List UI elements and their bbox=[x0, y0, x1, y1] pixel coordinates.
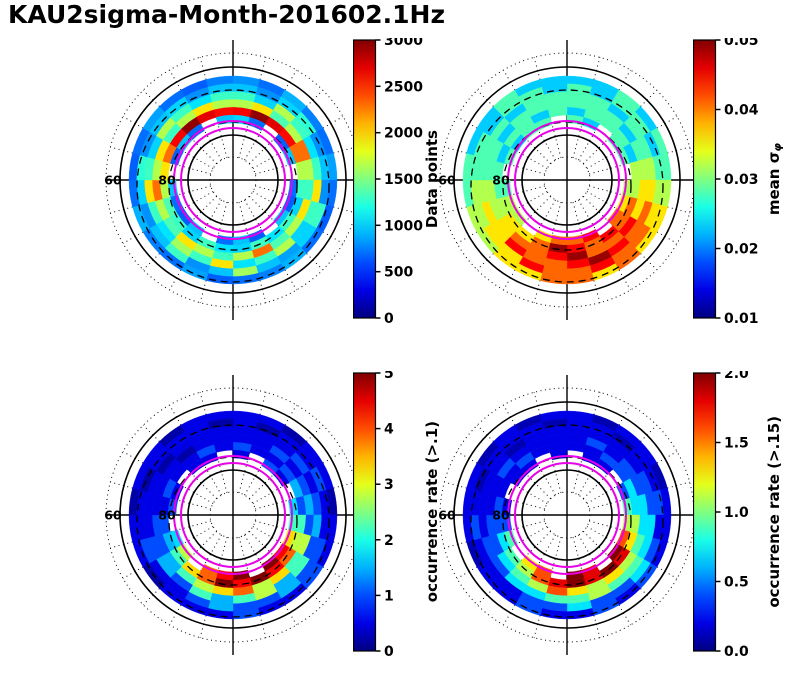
dashed-contour-oval bbox=[470, 424, 664, 618]
colorbar-tick-label: 0.01 bbox=[724, 311, 759, 324]
colorbar-tick-label: 4 bbox=[384, 422, 394, 438]
dashed-contour-oval bbox=[136, 89, 330, 283]
solid-lat-circle bbox=[453, 66, 681, 294]
solid-lat-circle bbox=[119, 66, 347, 294]
magenta-model-oval bbox=[514, 127, 620, 233]
colorbar-occurrence-rate-15: 0.0 0.5 1.0 1.5 2.0 bbox=[692, 366, 768, 660]
colorbar-tick-label: 500 bbox=[384, 265, 413, 281]
heatmap-cell bbox=[261, 555, 280, 572]
heatmap-cell bbox=[273, 208, 290, 227]
solid-lat-circle bbox=[187, 134, 279, 226]
colorbar-mean-sigma: 0.01 0.02 0.03 0.04 0.05 bbox=[692, 33, 768, 327]
colorbar-tick-label: 3000 bbox=[384, 38, 423, 49]
colorbar-tick-label: 1.0 bbox=[724, 505, 749, 521]
dotted-lat-circle bbox=[209, 491, 257, 539]
colorbar-tick-label: 0 bbox=[384, 644, 394, 657]
colorbar-gradient bbox=[352, 372, 377, 652]
colorbar-tick-label: 1 bbox=[384, 588, 394, 604]
colorbar-gradient bbox=[352, 39, 377, 319]
dotted-lat-circle bbox=[543, 156, 591, 204]
colorbar-tick-label: 0.03 bbox=[724, 172, 759, 188]
heatmap-cell bbox=[595, 458, 614, 475]
colorbar-axis-label: mean σφ bbox=[764, 142, 784, 216]
colorbar-tick-label: 5 bbox=[384, 371, 394, 382]
magenta-model-oval bbox=[180, 462, 286, 568]
colorbar-gradient bbox=[692, 372, 717, 652]
magenta-model-oval bbox=[180, 127, 286, 233]
colorbar-tick-label: 2000 bbox=[384, 126, 423, 142]
lat-tick-label-60: 60 bbox=[438, 173, 456, 188]
heatmap-cell bbox=[520, 555, 539, 572]
heatmap-cells bbox=[128, 75, 338, 285]
magenta-model-oval bbox=[514, 462, 620, 568]
colorbar-axis-label: occurrence rate (>.15) bbox=[765, 416, 783, 608]
heatmap-cell bbox=[607, 208, 624, 227]
dotted-lat-circle bbox=[209, 156, 257, 204]
lat-tick-label-60: 60 bbox=[438, 508, 456, 523]
colorbar-tick-label: 0.5 bbox=[724, 575, 749, 591]
polar-plot-occurrence-rate-15: 60 80 bbox=[422, 370, 712, 660]
lat-tick-label-80: 80 bbox=[492, 508, 510, 523]
colorbar-axis-label: Data points bbox=[423, 129, 441, 229]
lat-tick-label-60: 60 bbox=[104, 173, 122, 188]
colorbar-tick-label: 2.0 bbox=[724, 371, 749, 382]
colorbar-tick-label: 1000 bbox=[384, 218, 423, 234]
magenta-model-oval bbox=[507, 120, 627, 240]
dashed-contour-oval bbox=[136, 424, 330, 618]
colorbar-canvas: 0.01 0.02 0.03 0.04 0.05 bbox=[692, 33, 759, 327]
heatmap-cell bbox=[607, 543, 624, 562]
colorbar-canvas: 0 1 2 3 4 5 bbox=[352, 366, 394, 660]
solid-lat-circle bbox=[453, 401, 681, 629]
polar-plot-mean-sigma: 60 80 bbox=[422, 35, 712, 325]
polar-plot-canvas: 60 80 bbox=[104, 40, 361, 320]
magenta-model-oval bbox=[173, 120, 293, 240]
colorbar-tick-label: 0 bbox=[384, 311, 394, 324]
colorbar-data-points: 0 500 1000 1500 2000 2500 3000 bbox=[352, 33, 428, 327]
magenta-model-oval bbox=[173, 455, 293, 575]
colorbar-tick-label: 2500 bbox=[384, 79, 423, 95]
heatmap-cell bbox=[186, 123, 205, 140]
colorbar-canvas: 0.0 0.5 1.0 1.5 2.0 bbox=[692, 366, 749, 660]
colorbar-tick-label: 0.0 bbox=[724, 644, 749, 657]
lat-tick-label-80: 80 bbox=[158, 508, 176, 523]
dashed-contour-oval bbox=[470, 89, 664, 283]
magenta-model-oval bbox=[507, 455, 627, 575]
colorbar-gradient bbox=[692, 39, 717, 319]
colorbar-tick-label: 0.04 bbox=[724, 103, 759, 119]
colorbar-canvas: 0 500 1000 1500 2000 2500 3000 bbox=[352, 33, 423, 327]
polar-plot-canvas: 60 80 bbox=[438, 375, 695, 655]
polar-plot-data-points: 60 80 bbox=[88, 35, 378, 325]
solid-lat-circle bbox=[521, 469, 613, 561]
lat-tick-label-60: 60 bbox=[104, 508, 122, 523]
colorbar-axis-label: occurrence rate (>.1) bbox=[423, 421, 441, 603]
lat-tick-label-80: 80 bbox=[492, 173, 510, 188]
solid-lat-circle bbox=[119, 401, 347, 629]
polar-plot-occurrence-rate-1: 60 80 bbox=[88, 370, 378, 660]
heatmap-cells bbox=[462, 410, 672, 620]
colorbar-tick-label: 0.02 bbox=[724, 242, 759, 258]
solid-lat-circle bbox=[521, 134, 613, 226]
colorbar-tick-label: 1500 bbox=[384, 172, 423, 188]
colorbar-tick-label: 2 bbox=[384, 533, 394, 549]
colorbar-occurrence-rate-1: 0 1 2 3 4 5 bbox=[352, 366, 428, 660]
heatmap-cell bbox=[273, 468, 290, 487]
polar-plot-canvas: 60 80 bbox=[438, 40, 695, 320]
colorbar-tick-label: 3 bbox=[384, 477, 394, 493]
colorbar-tick-label: 0.05 bbox=[724, 38, 759, 49]
colorbar-tick-label: 1.5 bbox=[724, 436, 749, 452]
polar-plot-canvas: 60 80 bbox=[104, 375, 361, 655]
lat-tick-label-80: 80 bbox=[158, 173, 176, 188]
figure-title: KAU2sigma-Month-201602.1Hz bbox=[8, 0, 445, 29]
solid-lat-circle bbox=[187, 469, 279, 561]
dotted-lat-circle bbox=[543, 491, 591, 539]
heatmap-cell bbox=[520, 458, 539, 475]
